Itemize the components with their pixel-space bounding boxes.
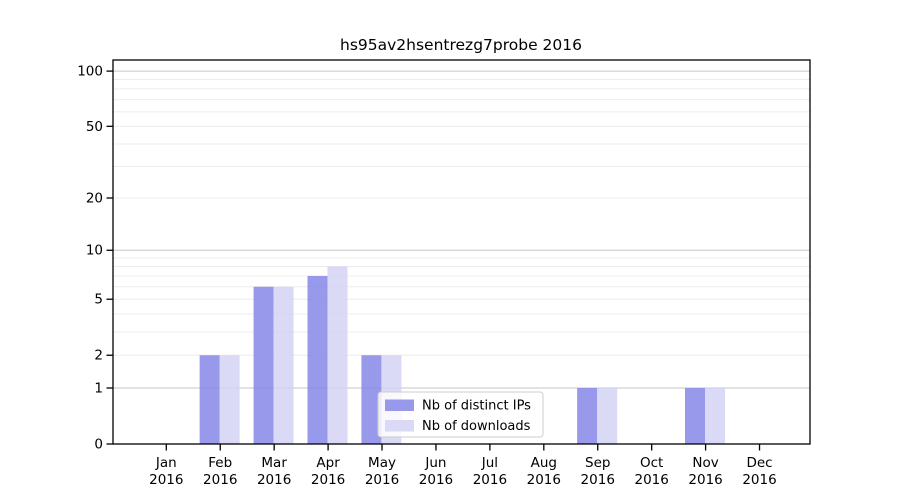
major-gridlines: [113, 70, 810, 389]
bar-mar-distinct-ips: [253, 286, 274, 444]
bar-nov-distinct-ips: [685, 387, 705, 444]
bar-apr-downloads: [327, 266, 348, 444]
x-tick-label-month: Dec: [746, 455, 772, 471]
x-tick-label-year: 2016: [634, 472, 668, 488]
legend-swatch-distinct-ips: [385, 399, 414, 411]
y-tick-label: 2: [94, 348, 103, 364]
bar-sep-distinct-ips: [577, 387, 598, 444]
chart-title: hs95av2hsentrezg7probe 2016: [340, 36, 582, 54]
bar-nov-downloads: [705, 387, 725, 444]
x-tick-label-year: 2016: [581, 472, 615, 488]
y-tick-label: 5: [94, 292, 103, 308]
x-tick-label-month: Jul: [481, 455, 498, 471]
x-tick-label-month: Jan: [155, 455, 177, 471]
x-tick-label-year: 2016: [149, 472, 183, 488]
bar-mar-downloads: [273, 286, 294, 444]
x-tick-label-year: 2016: [688, 472, 722, 488]
plot-frame: [112, 59, 811, 445]
y-tick-label: 20: [86, 191, 103, 207]
x-tick-label-year: 2016: [311, 472, 345, 488]
x-tick-label-month: May: [368, 455, 396, 471]
legend-swatch-downloads: [385, 420, 414, 432]
x-tick-label-month: Sep: [585, 455, 610, 471]
y-axis-ticks: 0 1 2 5 10 20 50 100: [77, 64, 113, 453]
legend-box: [377, 391, 544, 438]
x-tick-label-month: Jun: [424, 455, 446, 471]
x-axis-ticks: Jan2016Feb2016Mar2016Apr2016May2016Jun20…: [149, 444, 777, 488]
legend-label-distinct-ips: Nb of distinct IPs: [422, 399, 531, 414]
x-tick-label-month: Apr: [316, 455, 340, 471]
bar-series-group: [199, 266, 725, 444]
bar-sep-downloads: [597, 387, 618, 444]
x-tick-label-year: 2016: [473, 472, 507, 488]
bar-apr-distinct-ips: [307, 275, 328, 444]
y-tick-label: 50: [86, 119, 103, 135]
x-tick-label-month: Feb: [208, 455, 232, 471]
x-tick-label-year: 2016: [365, 472, 399, 488]
y-tick-label: 10: [86, 243, 103, 259]
y-tick-label: 1: [94, 380, 103, 396]
y-tick-label: 0: [94, 437, 103, 453]
x-tick-label-year: 2016: [742, 472, 776, 488]
x-tick-label-month: Oct: [640, 455, 663, 471]
x-tick-label-month: Nov: [692, 455, 718, 471]
legend-label-downloads: Nb of downloads: [422, 419, 531, 434]
bar-feb-distinct-ips: [199, 355, 220, 444]
x-tick-label-year: 2016: [419, 472, 453, 488]
x-tick-label-year: 2016: [257, 472, 291, 488]
x-tick-label-year: 2016: [527, 472, 561, 488]
bar-feb-downloads: [219, 355, 240, 444]
x-tick-label-year: 2016: [203, 472, 237, 488]
x-tick-label-month: Aug: [531, 455, 557, 471]
y-tick-label: 100: [77, 64, 103, 80]
legend: Nb of distinct IPs Nb of downloads: [377, 391, 544, 438]
minor-gridlines: [113, 79, 810, 356]
x-tick-label-month: Mar: [261, 455, 287, 471]
bar-may-distinct-ips: [361, 355, 382, 444]
